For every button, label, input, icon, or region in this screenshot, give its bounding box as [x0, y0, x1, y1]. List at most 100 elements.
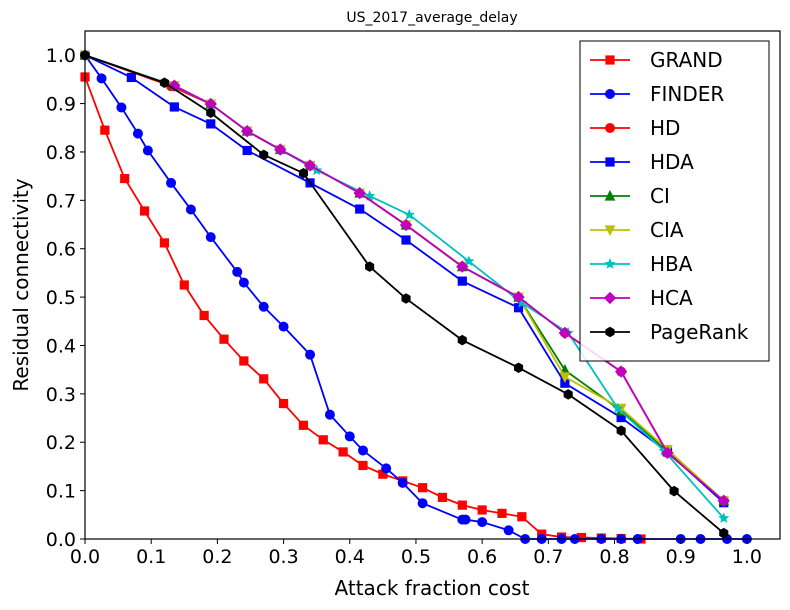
x-tick-label: 0.7 — [533, 546, 563, 568]
legend-item-hd: HD — [590, 116, 680, 140]
data-point-pagerank — [159, 77, 169, 89]
y-tick-label: 0.4 — [46, 335, 76, 357]
data-point-pagerank — [563, 389, 573, 400]
data-point-hba — [403, 209, 415, 220]
legend-label-hba: HBA — [650, 252, 693, 276]
data-point-grand — [179, 280, 189, 290]
plot-series — [79, 49, 752, 545]
data-point-hba — [612, 402, 624, 414]
series-line-hda — [84, 54, 725, 504]
data-point-hca — [303, 159, 317, 172]
data-point-finder — [232, 266, 243, 277]
data-point-grand — [497, 508, 507, 518]
data-point-finder — [142, 145, 153, 156]
legend-item-hca: HCA — [590, 286, 693, 310]
data-point-hca — [241, 124, 254, 138]
data-point-hca — [353, 186, 366, 200]
data-point-hda — [355, 204, 365, 214]
data-point-hca — [661, 446, 674, 460]
legend-item-hba: HBA — [590, 252, 693, 276]
data-point-pagerank — [457, 334, 467, 346]
y-tick-label: 0.6 — [46, 239, 76, 261]
x-tick-label: 0.2 — [202, 546, 232, 568]
data-point-grand — [477, 505, 487, 515]
data-point-finder — [205, 232, 216, 243]
data-point-pagerank — [669, 485, 679, 497]
y-tick-label: 1.0 — [46, 45, 76, 67]
data-point-finder — [324, 409, 335, 420]
x-tick-label: 0.8 — [599, 546, 629, 568]
data-point-grand — [318, 435, 328, 445]
data-point-grand — [239, 356, 249, 366]
x-tick-label: 0.6 — [467, 546, 497, 568]
legend-marker-pagerank — [605, 326, 615, 338]
data-point-hda — [401, 235, 411, 245]
x-tick-label: 0.5 — [401, 546, 431, 568]
y-tick-label: 0.3 — [46, 384, 76, 406]
legend-marker-hd — [605, 123, 616, 134]
y-axis-label: Residual connectivity — [9, 178, 33, 391]
y-tick-label: 0.2 — [46, 432, 76, 454]
data-point-hca — [399, 218, 413, 232]
x-tick-label: 0.0 — [70, 546, 100, 568]
data-point-hca — [558, 326, 572, 340]
legend-label-cia: CIA — [650, 218, 684, 242]
data-point-finder — [460, 514, 471, 525]
data-point-hda — [126, 72, 136, 83]
x-tick-label: 0.1 — [136, 546, 166, 568]
x-tick-label: 0.9 — [666, 546, 696, 568]
data-point-grand — [100, 125, 110, 135]
data-point-hda — [513, 303, 524, 313]
data-point-hba — [463, 255, 475, 267]
data-point-finder — [238, 277, 249, 288]
data-point-hda — [206, 119, 216, 129]
data-point-grand — [338, 447, 348, 457]
data-point-hca — [456, 260, 469, 273]
data-point-grand — [417, 483, 428, 493]
data-point-finder — [258, 301, 269, 312]
plot-frame — [84, 30, 781, 540]
data-point-finder — [166, 177, 177, 188]
series-grand — [80, 72, 646, 544]
data-point-cia — [559, 372, 571, 384]
data-point-grand — [139, 206, 150, 216]
data-point-finder — [417, 498, 428, 509]
data-point-hda — [457, 276, 467, 286]
data-point-hda — [169, 102, 179, 112]
data-point-pagerank — [298, 167, 308, 179]
x-tick-label: 1.0 — [732, 546, 762, 568]
data-point-pagerank — [401, 293, 411, 304]
data-point-grand — [120, 173, 130, 184]
data-point-finder — [503, 525, 514, 536]
data-point-grand — [517, 512, 527, 522]
data-point-finder — [477, 517, 488, 528]
legend-item-hda: HDA — [590, 150, 694, 174]
data-point-hca — [168, 79, 181, 92]
legend-item-pagerank: PageRank — [590, 320, 749, 344]
x-axis-label: Attack fraction cost — [335, 576, 530, 600]
data-point-hca — [614, 365, 628, 378]
y-tick-label: 0.1 — [46, 481, 76, 503]
legend: GRAND FINDER HD HDA CI CIA HBA HCA PageRank — [579, 40, 770, 362]
legend-marker-hca — [603, 291, 617, 305]
data-point-finder — [278, 321, 289, 332]
data-point-finder — [357, 445, 368, 456]
y-tick-label: 0.5 — [46, 287, 76, 309]
x-tick-label: 0.3 — [268, 546, 298, 568]
data-point-pagerank — [206, 107, 216, 119]
legend-marker-grand — [605, 55, 615, 65]
data-point-grand — [259, 374, 269, 384]
data-point-hca — [717, 494, 730, 507]
legend-item-cia: CIA — [590, 218, 684, 242]
data-point-pagerank — [616, 425, 626, 436]
legend-label-hca: HCA — [650, 286, 693, 310]
y-tick-label: 0.8 — [46, 142, 76, 164]
data-point-finder — [344, 431, 355, 442]
legend-label-finder: FINDER — [650, 82, 724, 106]
data-point-finder — [96, 73, 107, 84]
data-point-grand — [219, 334, 229, 344]
legend-marker-cia — [604, 225, 616, 237]
legend-item-ci: CI — [590, 184, 670, 208]
data-point-pagerank — [719, 527, 729, 539]
